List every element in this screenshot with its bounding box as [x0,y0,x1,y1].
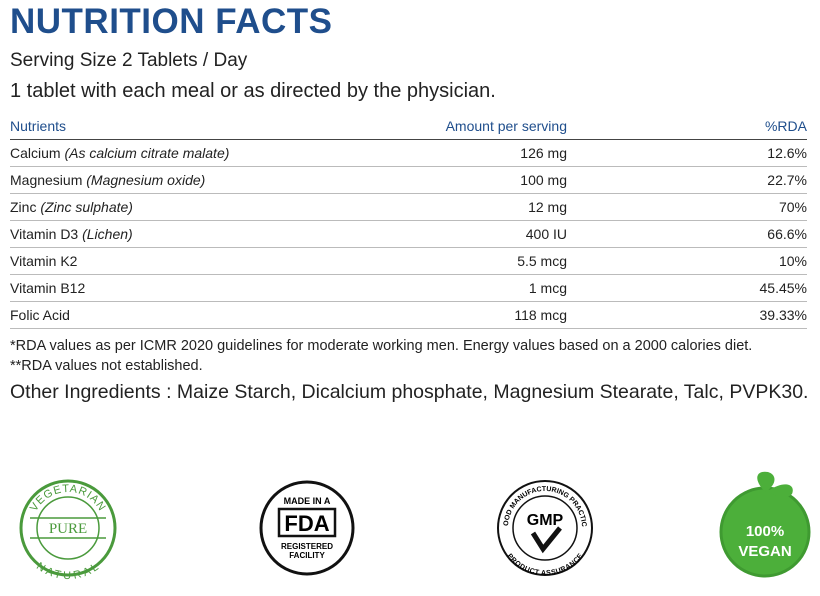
column-header: Nutrients [10,113,317,140]
nutrient-detail: (Zinc sulphate) [40,199,133,215]
badge-ring [36,496,100,560]
rda-cell: 22.7% [567,166,807,194]
nutrient-detail: (Lichen) [82,226,133,242]
title: NUTRITION FACTS [10,2,333,41]
column-header: %RDA [567,113,807,140]
nutrient-cell: Zinc (Zinc sulphate) [10,193,317,221]
badge-text: GMP [527,512,564,529]
badge-text: REGISTERED [281,542,333,551]
amount-cell: 12 mg [317,193,567,221]
table-row: Vitamin B12 1 mcg 45.45% [10,274,807,302]
table-row: Magnesium (Magnesium oxide) 100 mg 22.7% [10,166,807,194]
badge-text: VEGETARIAN [28,483,107,514]
badge-text: VEGAN [738,543,791,560]
vegetarian-badge: VEGETARIAN PURE NATURAL [19,479,117,582]
amount-cell: 5.5 mcg [317,247,567,275]
vegan-badge: 100% VEGAN [719,471,811,578]
column-header: Amount per serving [317,113,567,140]
checkmark [530,526,562,554]
nutrient-name: Magnesium [10,172,83,188]
badge-text: PURE [49,521,87,537]
table-row: Vitamin D3 (Lichen) 400 IU 66.6% [10,220,807,248]
nutrient-name: Folic Acid [10,307,70,323]
rda-cell: 12.6% [567,139,807,167]
nutrient-cell: Magnesium (Magnesium oxide) [10,166,317,194]
amount-cell: 126 mg [317,139,567,167]
badge-ring [512,495,578,561]
fda-box [277,507,337,538]
footnote: **RDA values not established. [10,358,203,374]
nutrient-name: Vitamin K2 [10,253,78,269]
amount-cell: 400 IU [317,220,567,248]
nutrient-cell: Calcium (As calcium citrate malate) [10,139,317,167]
header-row: Nutrients Amount per serving %RDA [10,113,807,140]
footnote: *RDA values as per ICMR 2020 guidelines … [10,338,753,354]
rda-cell: 39.33% [567,301,807,329]
badge-ring [19,479,117,577]
nutrient-cell: Vitamin D3 (Lichen) [10,220,317,248]
amount-cell: 118 mcg [317,301,567,329]
badge-text: NATURAL [34,560,101,582]
nutrient-name: Vitamin B12 [10,280,86,296]
nutrient-cell: Folic Acid [10,301,317,329]
fda-badge: MADE IN A FDA REGISTERED FACILITY [259,480,355,576]
badge-text: 100% [746,523,784,540]
badge-text-wrap: VEGETARIAN [28,483,108,514]
badge-text-wrap: PRODUCT ASSURANCE [506,552,585,577]
rda-cell: 45.45% [567,274,807,302]
badge-text-wrap: NATURAL [34,560,102,582]
nutrition-table: Nutrients Amount per serving %RDA Calciu… [10,113,807,329]
badge-text: FDA [284,511,329,536]
leaf [757,471,775,492]
serving-size: Serving Size 2 Tablets / Day [10,50,248,71]
table-row: Zinc (Zinc sulphate) 12 mg 70% [10,193,807,221]
nutrient-name: Calcium [10,145,61,161]
other-ingredients: Other Ingredients : Maize Starch, Dicalc… [10,381,809,403]
table-row: Vitamin K2 5.5 mcg 10% [10,247,807,275]
table-row: Folic Acid 118 mcg 39.33% [10,301,807,329]
nutrient-detail: (As calcium citrate malate) [64,145,230,161]
badge-text: PRODUCT ASSURANCE [506,552,585,577]
rda-cell: 10% [567,247,807,275]
table-row: Calcium (As calcium citrate malate) 126 m… [10,139,807,167]
badge-ring [497,480,593,576]
badges: VEGETARIAN PURE NATURAL MADE IN A FDA RE… [0,470,811,582]
rda-cell: 66.6% [567,220,807,248]
badge-text: MADE IN A [284,496,331,506]
directions: 1 tablet with each meal or as directed b… [10,80,496,102]
nutrient-detail: (Magnesium oxide) [86,172,206,188]
nutrient-cell: Vitamin B12 [10,274,317,302]
badge-ring [259,480,355,576]
nutrient-name: Vitamin D3 [10,226,79,242]
badge-text: FACILITY [289,551,325,560]
amount-cell: 100 mg [317,166,567,194]
rda-cell: 70% [567,193,807,221]
nutrient-name: Zinc [10,199,37,215]
amount-cell: 1 mcg [317,274,567,302]
leaf [768,484,793,498]
nutrient-cell: Vitamin K2 [10,247,317,275]
